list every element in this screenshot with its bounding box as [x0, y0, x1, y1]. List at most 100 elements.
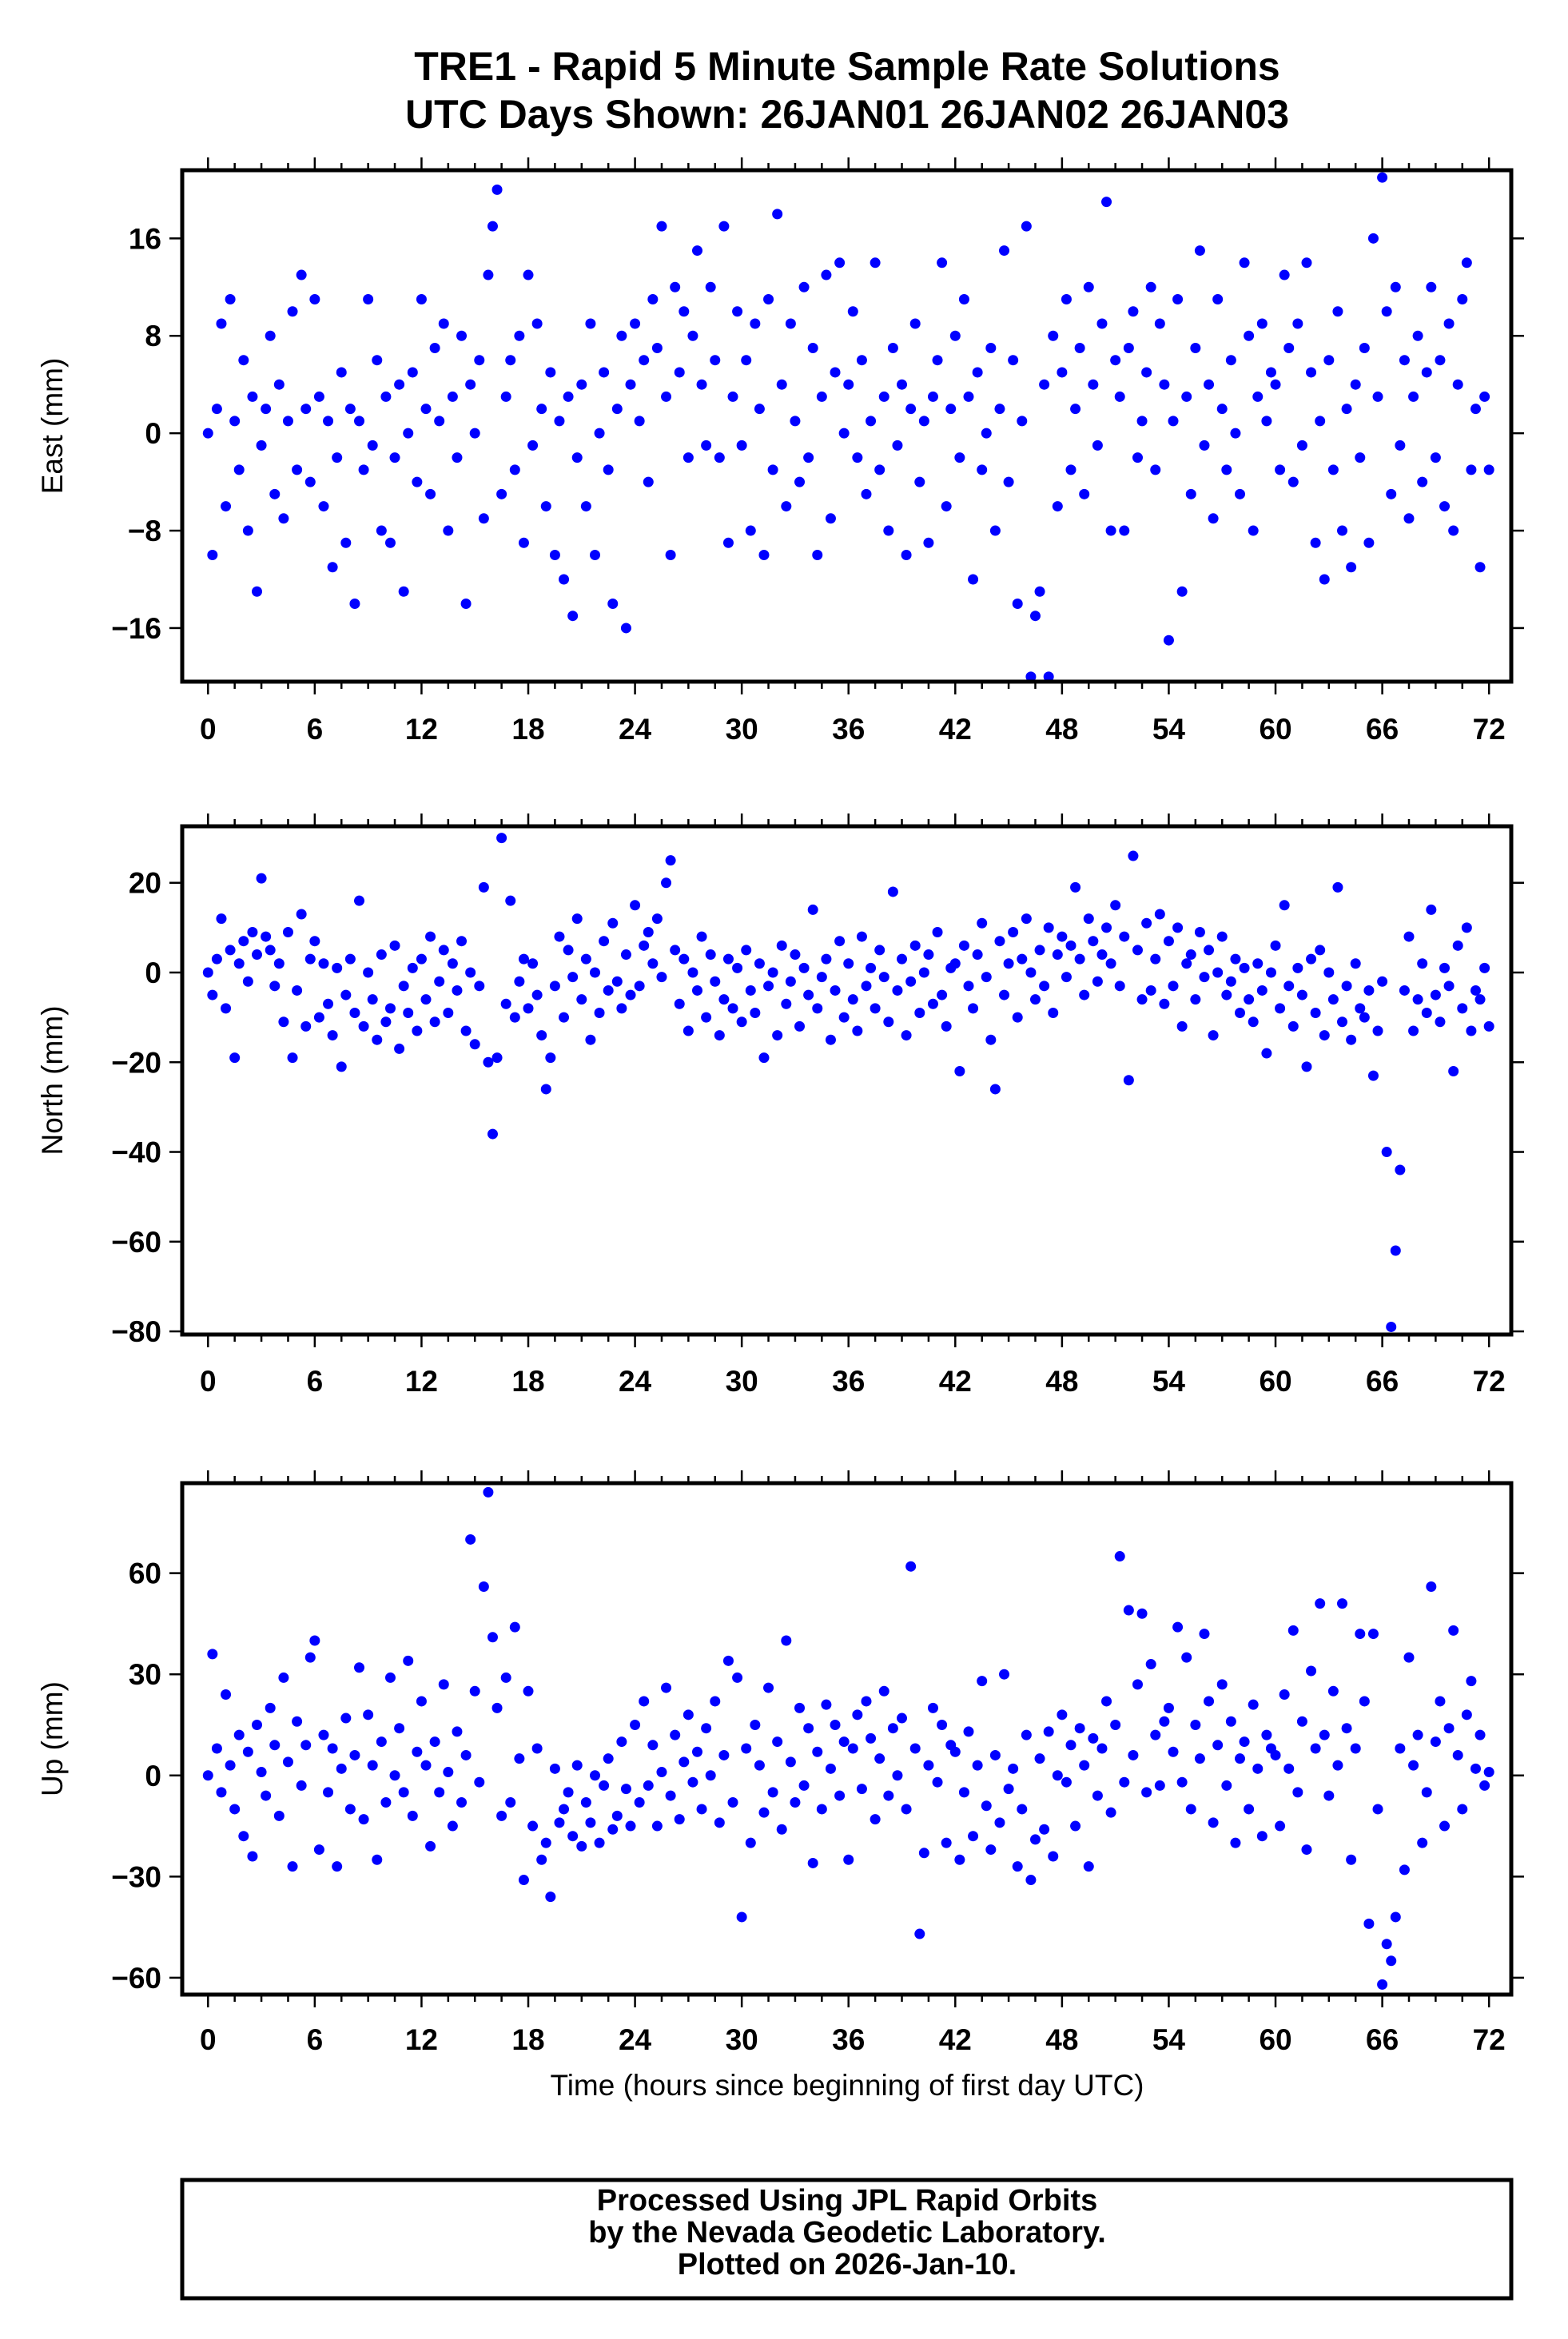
- data-point: [1132, 452, 1143, 463]
- data-point: [1399, 985, 1410, 996]
- data-point: [247, 391, 258, 402]
- data-point: [1474, 994, 1486, 1005]
- x-tick-label: 12: [405, 2023, 438, 2056]
- data-point: [651, 342, 663, 353]
- data-point: [625, 1820, 636, 1832]
- data-point: [1341, 404, 1352, 415]
- data-point: [932, 355, 943, 366]
- data-point: [589, 1770, 600, 1781]
- data-point: [790, 1797, 801, 1808]
- data-point: [1306, 1665, 1317, 1677]
- data-point: [639, 940, 650, 951]
- data-point: [874, 945, 885, 956]
- data-point: [687, 1776, 698, 1788]
- data-point: [754, 404, 765, 415]
- data-point: [1141, 1787, 1152, 1798]
- x-tick-label: 54: [1152, 2023, 1186, 2056]
- data-point: [309, 294, 320, 305]
- data-point: [1332, 306, 1343, 317]
- data-point: [309, 1635, 320, 1646]
- data-point: [1119, 1776, 1130, 1788]
- data-point: [282, 926, 293, 937]
- data-point: [607, 598, 619, 609]
- data-point: [856, 1784, 867, 1795]
- data-point: [1039, 981, 1050, 992]
- data-point: [1306, 367, 1317, 378]
- data-point: [1159, 998, 1170, 1009]
- data-point: [620, 1784, 631, 1795]
- data-point: [1029, 1834, 1041, 1845]
- data-point: [238, 1831, 249, 1842]
- data-point: [1239, 1736, 1250, 1748]
- data-point: [434, 976, 445, 987]
- data-point: [242, 525, 253, 536]
- data-point: [211, 953, 222, 965]
- data-point: [1083, 913, 1094, 925]
- data-point: [1105, 525, 1116, 536]
- data-point: [665, 855, 676, 866]
- data-point: [1021, 1729, 1032, 1740]
- data-point: [491, 184, 503, 195]
- data-point: [1070, 881, 1081, 893]
- data-point: [585, 1817, 596, 1828]
- data-point: [1172, 1621, 1184, 1633]
- data-point: [1337, 1598, 1348, 1609]
- data-point: [812, 1746, 823, 1757]
- data-point: [905, 976, 917, 987]
- chart-title-line1: TRE1 - Rapid 5 Minute Sample Rate Soluti…: [414, 44, 1279, 89]
- data-point: [1439, 962, 1451, 973]
- data-point: [1417, 476, 1428, 487]
- data-point: [977, 917, 988, 929]
- data-point: [1101, 197, 1112, 208]
- data-point: [790, 416, 801, 427]
- data-point: [1096, 318, 1108, 329]
- data-point: [1244, 994, 1255, 1005]
- x-tick-label: 0: [200, 2023, 217, 2056]
- data-point: [313, 1844, 324, 1856]
- data-point: [1114, 981, 1125, 992]
- data-point: [559, 574, 570, 585]
- data-point: [354, 1662, 365, 1673]
- data-point: [380, 1797, 392, 1808]
- data-point: [1417, 1837, 1428, 1848]
- data-point: [273, 379, 285, 390]
- data-point: [625, 379, 636, 390]
- x-tick-label: 66: [1366, 2023, 1399, 2056]
- data-point: [1275, 464, 1286, 475]
- data-point: [665, 1790, 676, 1801]
- data-point: [994, 936, 1005, 947]
- data-point: [634, 416, 645, 427]
- data-point: [523, 1685, 534, 1697]
- data-point: [518, 953, 529, 965]
- data-point: [674, 1814, 685, 1825]
- data-point: [1367, 1070, 1379, 1081]
- data-point: [1461, 1709, 1472, 1720]
- data-point: [1301, 1061, 1312, 1072]
- data-point: [1105, 958, 1116, 969]
- data-point: [710, 976, 721, 987]
- data-point: [580, 501, 591, 512]
- data-point: [1136, 994, 1148, 1005]
- data-point: [1181, 958, 1192, 969]
- data-point: [554, 931, 565, 942]
- data-point: [505, 355, 516, 366]
- data-point: [643, 1780, 654, 1791]
- data-point: [1430, 1736, 1441, 1748]
- data-point: [1377, 172, 1388, 183]
- data-point: [941, 1837, 952, 1848]
- data-point: [1332, 881, 1343, 893]
- data-point: [1132, 945, 1143, 956]
- footer-box: [180, 2178, 1514, 2301]
- data-point: [1296, 1716, 1307, 1727]
- data-point: [949, 330, 961, 341]
- data-point: [665, 550, 676, 561]
- data-point: [429, 1016, 440, 1028]
- data-point: [1168, 981, 1179, 992]
- data-point: [758, 550, 770, 561]
- data-point: [318, 958, 329, 969]
- data-point: [741, 945, 752, 956]
- data-point: [1008, 926, 1019, 937]
- data-point: [603, 1753, 614, 1764]
- data-point: [918, 967, 929, 978]
- data-point: [958, 294, 969, 305]
